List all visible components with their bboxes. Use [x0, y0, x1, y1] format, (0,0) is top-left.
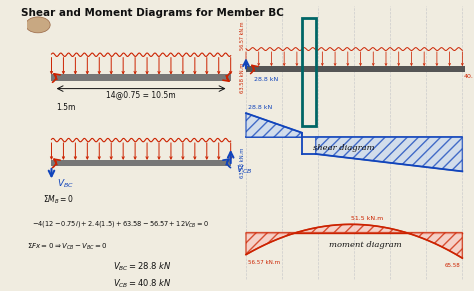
Circle shape [26, 17, 50, 33]
Text: $V_{BC}$: $V_{BC}$ [57, 177, 73, 189]
Text: Shear and Moment Diagrams for Member BC: Shear and Moment Diagrams for Member BC [20, 8, 283, 18]
Bar [302, 18, 316, 126]
Text: 28.8 kN: 28.8 kN [254, 77, 278, 82]
Text: 56.57 kN.m: 56.57 kN.m [240, 21, 245, 50]
Bar [246, 66, 465, 72]
Text: $V_{CB}$: $V_{CB}$ [236, 164, 253, 176]
Text: 28.8 kN: 28.8 kN [248, 105, 273, 110]
Polygon shape [246, 113, 302, 137]
Text: $V_{CB} = 40.8\ kN$: $V_{CB} = 40.8\ kN$ [113, 278, 171, 290]
Polygon shape [246, 224, 462, 258]
Text: 1.5m: 1.5m [56, 103, 75, 111]
Text: $\Sigma M_B = 0$: $\Sigma M_B = 0$ [43, 194, 74, 206]
Text: 63.58 kN.m: 63.58 kN.m [240, 148, 246, 178]
Text: 51.5 kN.m: 51.5 kN.m [351, 216, 383, 221]
Text: $-4(12-0.75i)+2.4(1.5)+63.58-56.57+12V_{CB}=0$: $-4(12-0.75i)+2.4(1.5)+63.58-56.57+12V_{… [32, 219, 209, 229]
Text: moment diagram: moment diagram [328, 241, 401, 249]
Polygon shape [316, 137, 462, 171]
Text: 40.: 40. [463, 74, 473, 79]
Text: 63.58 kN.m: 63.58 kN.m [240, 62, 246, 93]
Bar [52, 160, 231, 166]
Text: shear diagram: shear diagram [312, 144, 374, 152]
Text: $\Sigma Fx=0 \Rightarrow V_{CB}-V_{BC}=0$: $\Sigma Fx=0 \Rightarrow V_{CB}-V_{BC}=0… [27, 242, 109, 252]
Text: $V_{BC} = 28.8\ kN$: $V_{BC} = 28.8\ kN$ [113, 260, 171, 273]
Text: 14@0.75 = 10.5m: 14@0.75 = 10.5m [106, 91, 176, 99]
Text: 65.58: 65.58 [445, 263, 460, 268]
Bar [52, 74, 231, 81]
Text: 56.57 kN.m: 56.57 kN.m [248, 260, 280, 265]
